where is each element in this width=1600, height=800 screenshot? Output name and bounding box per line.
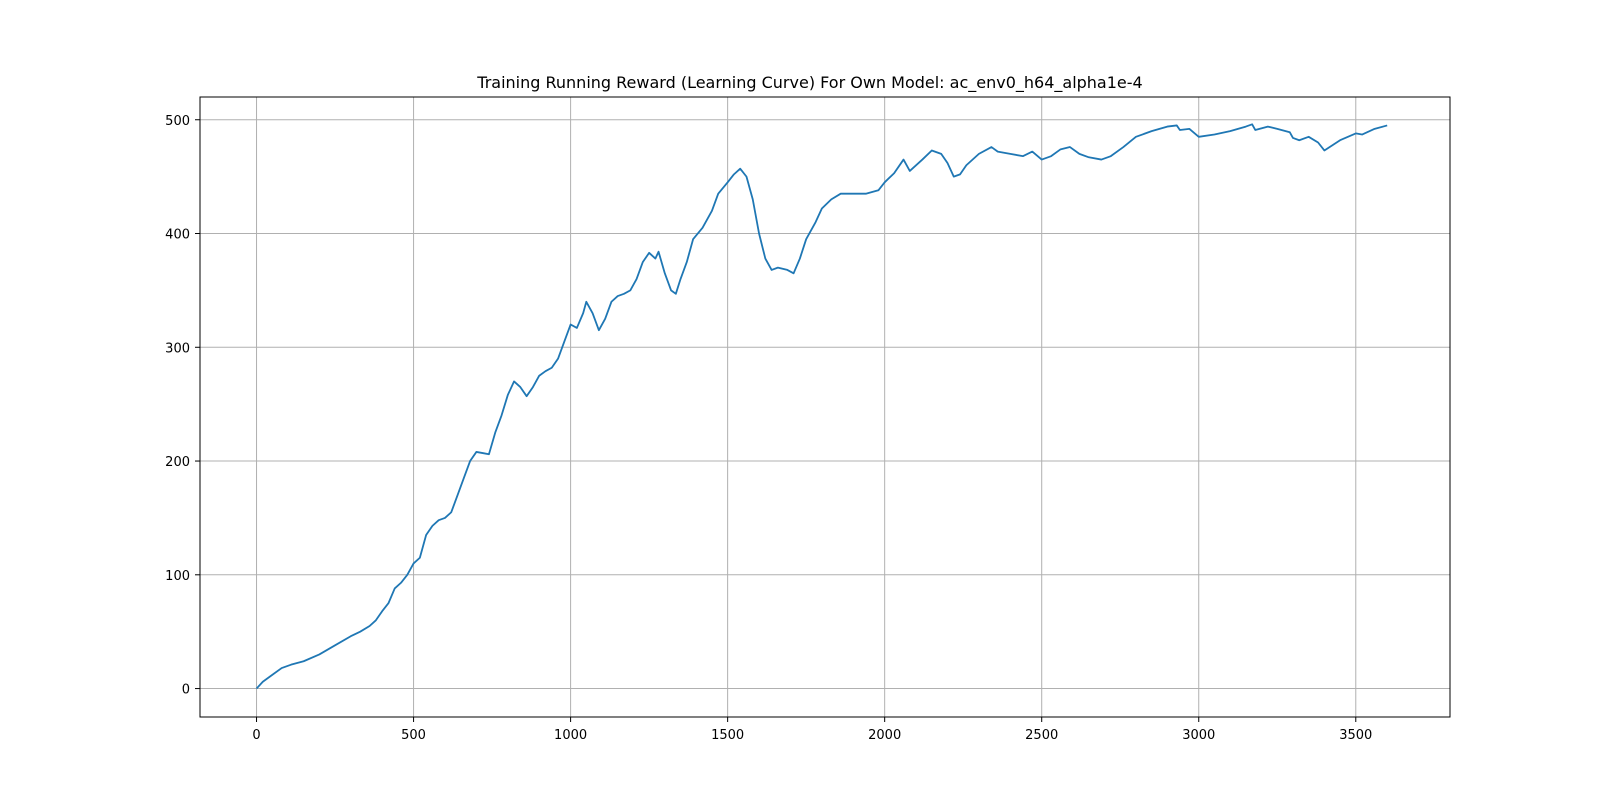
plot-frame — [199, 96, 1451, 718]
y-tick-label: 400 — [165, 228, 190, 243]
y-tick-label: 300 — [165, 341, 190, 356]
chart-title: Training Running Reward (Learning Curve)… — [476, 73, 1142, 93]
x-tick-label: 1000 — [554, 728, 587, 743]
grid-layer — [200, 97, 1450, 717]
x-axis-ticks: 0 500 1000 1500 2000 2500 3000 3500 — [252, 717, 1372, 743]
x-tick-label: 1500 — [711, 728, 744, 743]
y-tick-label: 500 — [165, 114, 190, 129]
series-layer — [255, 123, 1388, 690]
x-tick-label: 0 — [252, 728, 260, 743]
series-line-0 — [255, 123, 1388, 690]
y-tick-label: 200 — [165, 455, 190, 470]
y-tick-label: 100 — [165, 569, 190, 584]
x-tick-label: 2000 — [868, 728, 901, 743]
x-tick-label: 2500 — [1025, 728, 1058, 743]
x-tick-label: 3000 — [1182, 728, 1215, 743]
y-axis-ticks: 0 100 200 300 400 500 — [165, 114, 200, 698]
x-tick-label: 3500 — [1339, 728, 1372, 743]
y-tick-label: 0 — [182, 683, 190, 698]
x-tick-label: 500 — [401, 728, 426, 743]
